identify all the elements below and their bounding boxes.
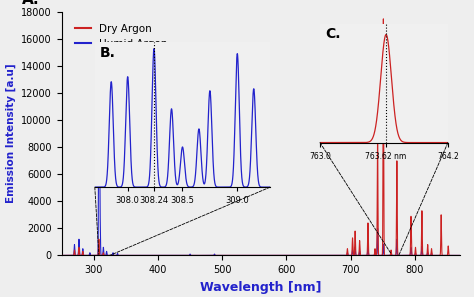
Text: C.: C.: [325, 27, 341, 41]
X-axis label: Wavelength [nm]: Wavelength [nm]: [200, 281, 321, 294]
Legend: Dry Argon, Humid Argon: Dry Argon, Humid Argon: [71, 20, 172, 53]
Text: B.: B.: [100, 46, 116, 60]
Y-axis label: Emission Intensity [a.u]: Emission Intensity [a.u]: [5, 64, 16, 203]
Text: A.: A.: [22, 0, 39, 7]
